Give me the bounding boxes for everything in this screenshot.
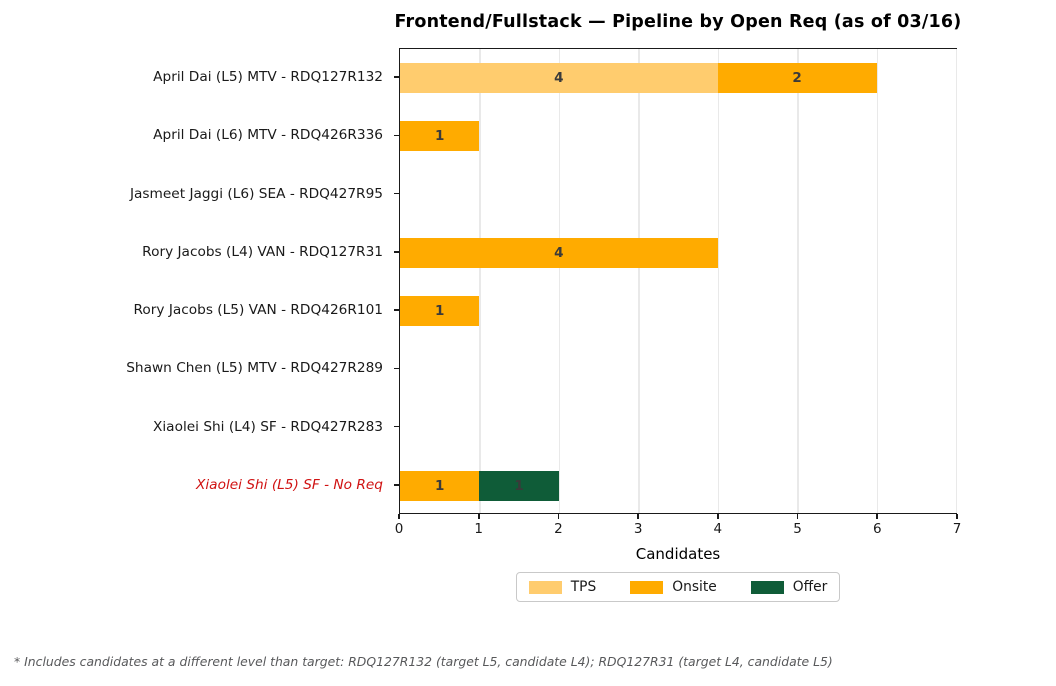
- bar-row: [400, 413, 956, 443]
- legend-item-tps: TPS: [528, 579, 597, 595]
- x-tick-label: 6: [872, 521, 882, 537]
- x-tick-label: 0: [394, 521, 404, 537]
- bar-row: 4: [400, 237, 956, 268]
- x-tick-mark: [876, 514, 879, 519]
- legend-swatch-icon: [750, 580, 784, 594]
- x-tick-label: 2: [554, 521, 563, 537]
- bar-segment-offer: 1: [479, 470, 559, 501]
- bar-value-label: 1: [435, 477, 445, 494]
- legend-swatch-icon: [630, 580, 664, 594]
- legend-swatch-icon: [528, 580, 562, 594]
- x-tick-label: 1: [474, 521, 483, 537]
- bar-segment-onsite: 1: [400, 121, 480, 152]
- gridline: [638, 49, 640, 513]
- gridline: [876, 49, 878, 513]
- legend-label: Onsite: [672, 579, 717, 595]
- y-tick-mark: [394, 76, 399, 78]
- legend-item-offer: Offer: [750, 579, 828, 595]
- y-tick-mark: [394, 484, 399, 486]
- y-tick-label: Xiaolei Shi (L4) SF - RDQ427R283: [153, 418, 383, 435]
- bar-segment-onsite: 1: [400, 470, 480, 501]
- y-tick-mark: [394, 251, 399, 253]
- bar-value-label: 1: [435, 303, 445, 320]
- y-tick-label: April Dai (L6) MTV - RDQ426R336: [153, 127, 383, 144]
- x-axis-label: Candidates: [635, 545, 721, 563]
- x-tick-mark: [557, 514, 560, 519]
- y-tick-label: April Dai (L5) MTV - RDQ127R132: [153, 69, 383, 86]
- x-tick-label: 5: [793, 521, 802, 537]
- gridline: [956, 49, 958, 513]
- y-tick-label: Rory Jacobs (L4) VAN - RDQ127R31: [142, 243, 383, 260]
- bar-segment-tps: 4: [400, 63, 718, 94]
- gridline: [479, 49, 481, 513]
- bar-value-label: 1: [514, 477, 524, 494]
- x-tick-label: 3: [633, 521, 643, 537]
- legend-item-onsite: Onsite: [630, 579, 717, 595]
- bar-row: 1: [400, 296, 956, 327]
- bar-segment-onsite: 2: [717, 63, 877, 94]
- y-tick-mark: [394, 309, 399, 311]
- bar-row: 1: [400, 121, 956, 152]
- x-tick-mark: [477, 514, 480, 519]
- gridline: [558, 49, 561, 513]
- bar-segment-onsite: 1: [400, 296, 480, 327]
- gridline: [797, 49, 799, 513]
- bar-value-label: 1: [435, 128, 445, 145]
- bar-value-label: 4: [554, 244, 564, 261]
- bar-value-label: 4: [554, 70, 564, 87]
- x-tick-mark: [398, 514, 400, 519]
- x-tick-mark: [637, 514, 639, 519]
- y-tick-mark: [394, 192, 399, 195]
- bar-value-label: 2: [792, 70, 802, 87]
- y-tick-label: Rory Jacobs (L5) VAN - RDQ426R101: [133, 302, 383, 319]
- bar-row: [400, 180, 956, 210]
- y-tick-label: Shawn Chen (L5) MTV - RDQ427R289: [126, 360, 383, 377]
- legend-box: TPS Onsite Offer: [515, 572, 841, 602]
- x-tick-mark: [796, 514, 799, 519]
- y-tick-mark: [394, 134, 399, 137]
- y-tick-mark: [394, 425, 399, 428]
- legend: TPS Onsite Offer: [399, 572, 957, 602]
- gridline: [717, 49, 720, 513]
- bar-segment-onsite: 4: [400, 237, 718, 268]
- x-tick-mark: [956, 514, 958, 519]
- x-tick-label: 7: [952, 521, 962, 537]
- x-tick-mark: [717, 514, 719, 519]
- y-tick-mark: [394, 367, 399, 370]
- chart-title: Frontend/Fullstack — Pipeline by Open Re…: [394, 12, 962, 32]
- legend-label: TPS: [570, 579, 597, 595]
- legend-label: Offer: [792, 579, 828, 595]
- y-tick-label: Jasmeet Jaggi (L6) SEA - RDQ427R95: [130, 185, 383, 202]
- y-tick-label: Xiaolei Shi (L5) SF - No Req: [196, 476, 383, 493]
- footnote: * Includes candidates at a different lev…: [14, 654, 833, 669]
- x-tick-label: 4: [713, 521, 723, 537]
- bar-row: [400, 354, 956, 384]
